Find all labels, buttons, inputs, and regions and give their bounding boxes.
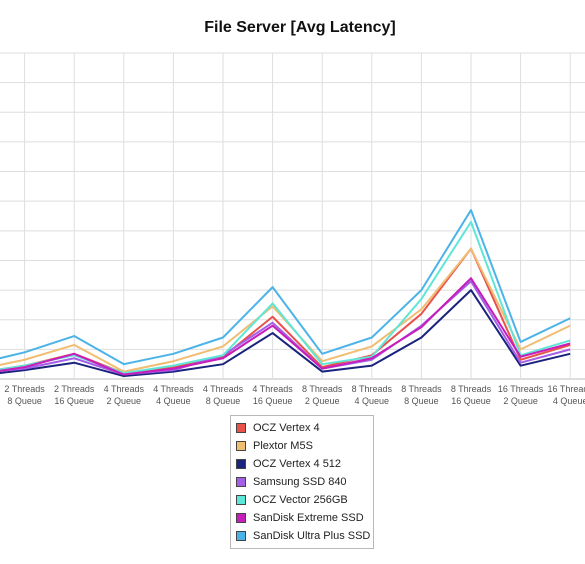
legend-swatch: [236, 495, 246, 505]
series-line: [0, 280, 571, 376]
legend-swatch: [236, 513, 246, 523]
legend-item[interactable]: SanDisk Extreme SSD: [231, 509, 373, 527]
x-tick-label: 4 Threads 8 Queue: [203, 384, 244, 406]
x-tick-label: 8 Threads 8 Queue: [401, 384, 442, 406]
series-line: [0, 289, 571, 378]
legend-item[interactable]: Samsung SSD 840: [231, 473, 373, 491]
x-tick-label: 16 Threads 2 Queue: [498, 384, 544, 406]
legend-swatch: [236, 459, 246, 469]
chart-title: File Server [Avg Latency]: [204, 19, 396, 36]
x-tick-label: 2 Threads 16 Queue: [54, 384, 95, 406]
x-tick-label: 8 Threads 2 Queue: [302, 384, 343, 406]
x-tick-label: 4 Threads 2 Queue: [104, 384, 145, 406]
legend-label: OCZ Vector 256GB: [253, 494, 348, 506]
x-tick-label: 8 Threads 4 Queue: [352, 384, 393, 406]
legend-item[interactable]: OCZ Vertex 4 512: [231, 455, 373, 473]
grid-layer: [0, 52, 585, 380]
legend-label: OCZ Vertex 4: [253, 422, 320, 434]
x-tick-label: 8 Threads 16 Queue: [451, 384, 492, 406]
series-line: [0, 220, 571, 375]
legend-label: SanDisk Extreme SSD: [253, 512, 364, 524]
series-line: [0, 277, 571, 376]
legend-item[interactable]: OCZ Vector 256GB: [231, 491, 373, 509]
legend-swatch: [236, 423, 246, 433]
legend-item[interactable]: SanDisk Ultra Plus SSD: [231, 527, 373, 545]
series-line: [0, 247, 571, 373]
x-tick-label: 4 Threads 16 Queue: [252, 384, 293, 406]
x-tick-label: 2 Threads 8 Queue: [4, 384, 45, 406]
series-line: [0, 209, 571, 366]
legend-label: Plextor M5S: [253, 440, 313, 452]
legend-label: Samsung SSD 840: [253, 476, 347, 488]
legend-item[interactable]: OCZ Vertex 4: [231, 419, 373, 437]
legend-swatch: [236, 441, 246, 451]
legend-swatch: [236, 531, 246, 541]
legend-label: OCZ Vertex 4 512: [253, 458, 342, 470]
x-tick-label: 4 Threads 4 Queue: [153, 384, 194, 406]
legend-swatch: [236, 477, 246, 487]
legend-label: SanDisk Ultra Plus SSD: [253, 530, 371, 542]
legend: OCZ Vertex 4 Plextor M5S OCZ Vertex 4 512 S…: [230, 415, 374, 549]
series-layer: [0, 209, 571, 378]
legend-item[interactable]: Plextor M5S: [231, 437, 373, 455]
